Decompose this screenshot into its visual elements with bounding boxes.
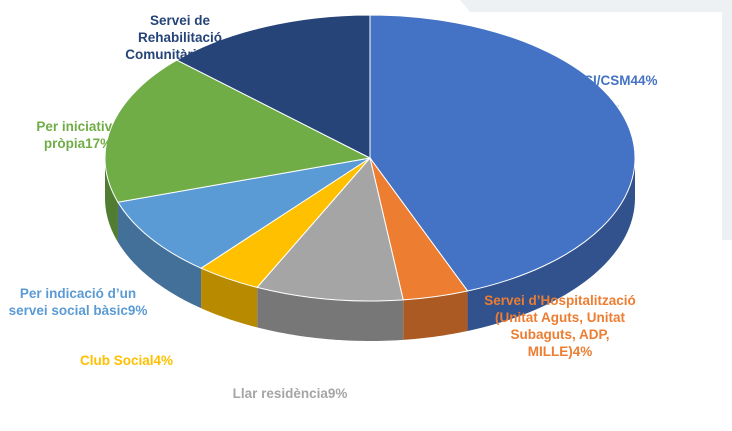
category-label: Club Social bbox=[80, 353, 154, 368]
pie-slice bbox=[175, 14, 371, 159]
pie-slice bbox=[117, 157, 371, 269]
pie-side bbox=[467, 158, 635, 331]
category-label: Per indicació d’un servei social bàsic bbox=[8, 286, 137, 318]
pie-slice bbox=[104, 59, 372, 203]
value-label: 44% bbox=[630, 73, 658, 88]
category-label: Llar residència bbox=[232, 386, 328, 401]
pie-side bbox=[105, 158, 118, 243]
data-label: Servei de Rehabilitació Comunitària13 % bbox=[110, 12, 250, 63]
category-label: Per iniciativa pròpia bbox=[36, 119, 120, 151]
category-label: Servei de Rehabilitació Comunitària bbox=[125, 13, 223, 62]
pie-side bbox=[257, 287, 404, 341]
category-label: PSI/CSM bbox=[575, 73, 631, 88]
value-label: 9% bbox=[127, 303, 148, 318]
data-label: PSI/CSM44% bbox=[575, 72, 725, 89]
value-label: 13 % bbox=[203, 47, 235, 62]
value-label: 4% bbox=[572, 344, 593, 359]
data-label: Llar residència9% bbox=[230, 385, 350, 402]
value-label: 9% bbox=[327, 386, 348, 401]
pie-slice bbox=[256, 156, 404, 302]
category-label: Servei d’Hospitalització (Unitat Aguts, … bbox=[484, 293, 636, 359]
pie-side bbox=[201, 268, 258, 328]
data-label: Per indicació d’un servei social bàsic9% bbox=[8, 285, 148, 319]
data-label: Servei d’Hospitalització (Unitat Aguts, … bbox=[480, 292, 640, 360]
data-label: Club Social4% bbox=[80, 352, 210, 369]
pie-side bbox=[403, 290, 468, 340]
data-label: Per iniciativa pròpia17% bbox=[8, 118, 148, 152]
value-label: 17% bbox=[85, 136, 113, 151]
pie-slice bbox=[369, 14, 636, 292]
value-label: 4% bbox=[153, 353, 174, 368]
